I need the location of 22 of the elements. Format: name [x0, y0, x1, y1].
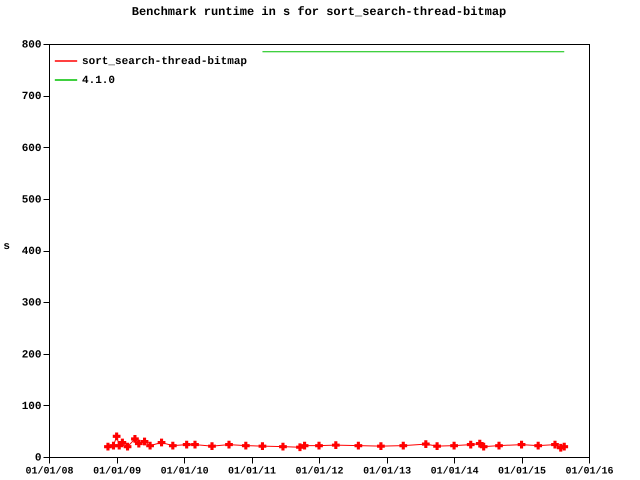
y-tick-label: 300	[22, 298, 42, 310]
y-tick-label: 200	[22, 349, 42, 362]
x-tick-label: 01/01/09	[93, 466, 142, 478]
y-tick-label: 600	[22, 142, 42, 155]
x-tick-label: 01/01/16	[565, 466, 614, 478]
y-tick-label: 400	[22, 246, 42, 258]
x-tick-label: 01/01/08	[25, 466, 74, 478]
chart-title: Benchmark runtime in s for sort_search-thread-bitmap	[132, 5, 506, 19]
x-tick-label: 01/01/13	[363, 466, 412, 478]
y-axis-title: s	[3, 241, 10, 253]
x-tick-label: 01/01/10	[160, 466, 209, 478]
legend-label: 4.1.0	[82, 75, 116, 87]
x-tick-label: 01/01/15	[498, 466, 546, 478]
y-tick-label: 700	[22, 91, 42, 104]
y-tick-label: 500	[22, 194, 42, 206]
y-tick-label: 800	[22, 40, 42, 52]
y-tick-label: 100	[22, 400, 42, 413]
x-tick-label: 01/01/11	[228, 466, 276, 478]
y-tick-label: 0	[34, 452, 42, 464]
legend-label: sort_search-thread-bitmap	[82, 56, 248, 68]
x-tick-label: 01/01/14	[430, 466, 479, 478]
x-tick-label: 01/01/12	[295, 466, 344, 478]
